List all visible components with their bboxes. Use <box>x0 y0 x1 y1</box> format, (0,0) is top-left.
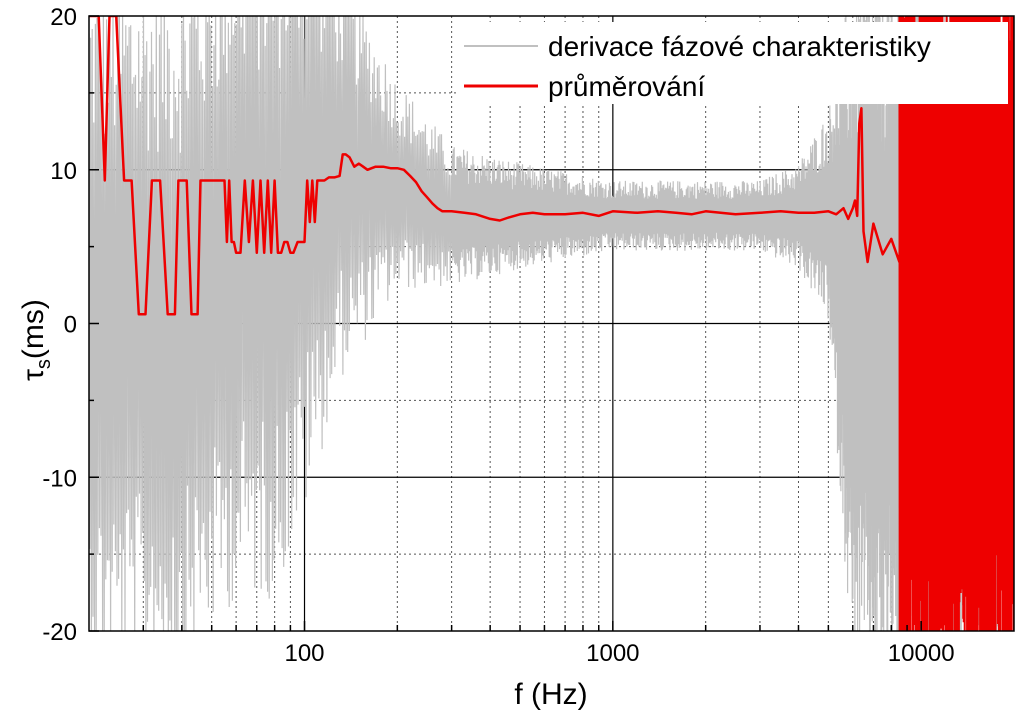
series-layer <box>89 16 1014 631</box>
tick-labels: 100 1000 10000 -20 -10 0 10 20 <box>42 4 954 667</box>
legend-box <box>456 22 1008 104</box>
x-tick-label: 100 <box>284 640 324 667</box>
x-tick-label: 10000 <box>888 640 955 667</box>
series-line-averaging <box>89 16 909 316</box>
x-axis-title: f (Hz) <box>514 678 587 711</box>
y-tick-label: -20 <box>42 619 77 646</box>
y-axis-title-main: τ <box>17 369 50 381</box>
legend: derivace fázové charakteristiky průměrov… <box>456 22 1008 104</box>
y-tick-label: 0 <box>64 312 77 339</box>
legend-label-averaging: průměrování <box>548 71 705 102</box>
series-line-averaging-highfreq <box>898 16 1014 631</box>
y-axis-title: τs(ms) <box>17 299 55 381</box>
y-tick-label: -10 <box>42 465 77 492</box>
y-axis-title-sub: s <box>33 359 55 369</box>
y-axis-title-rest: (ms) <box>17 299 50 359</box>
y-tick-label: 10 <box>50 158 77 185</box>
x-tick-label: 1000 <box>586 640 639 667</box>
y-tick-label: 20 <box>50 4 77 31</box>
axis-ticks <box>89 15 922 632</box>
legend-label-phase-derivative: derivace fázové charakteristiky <box>548 31 931 62</box>
